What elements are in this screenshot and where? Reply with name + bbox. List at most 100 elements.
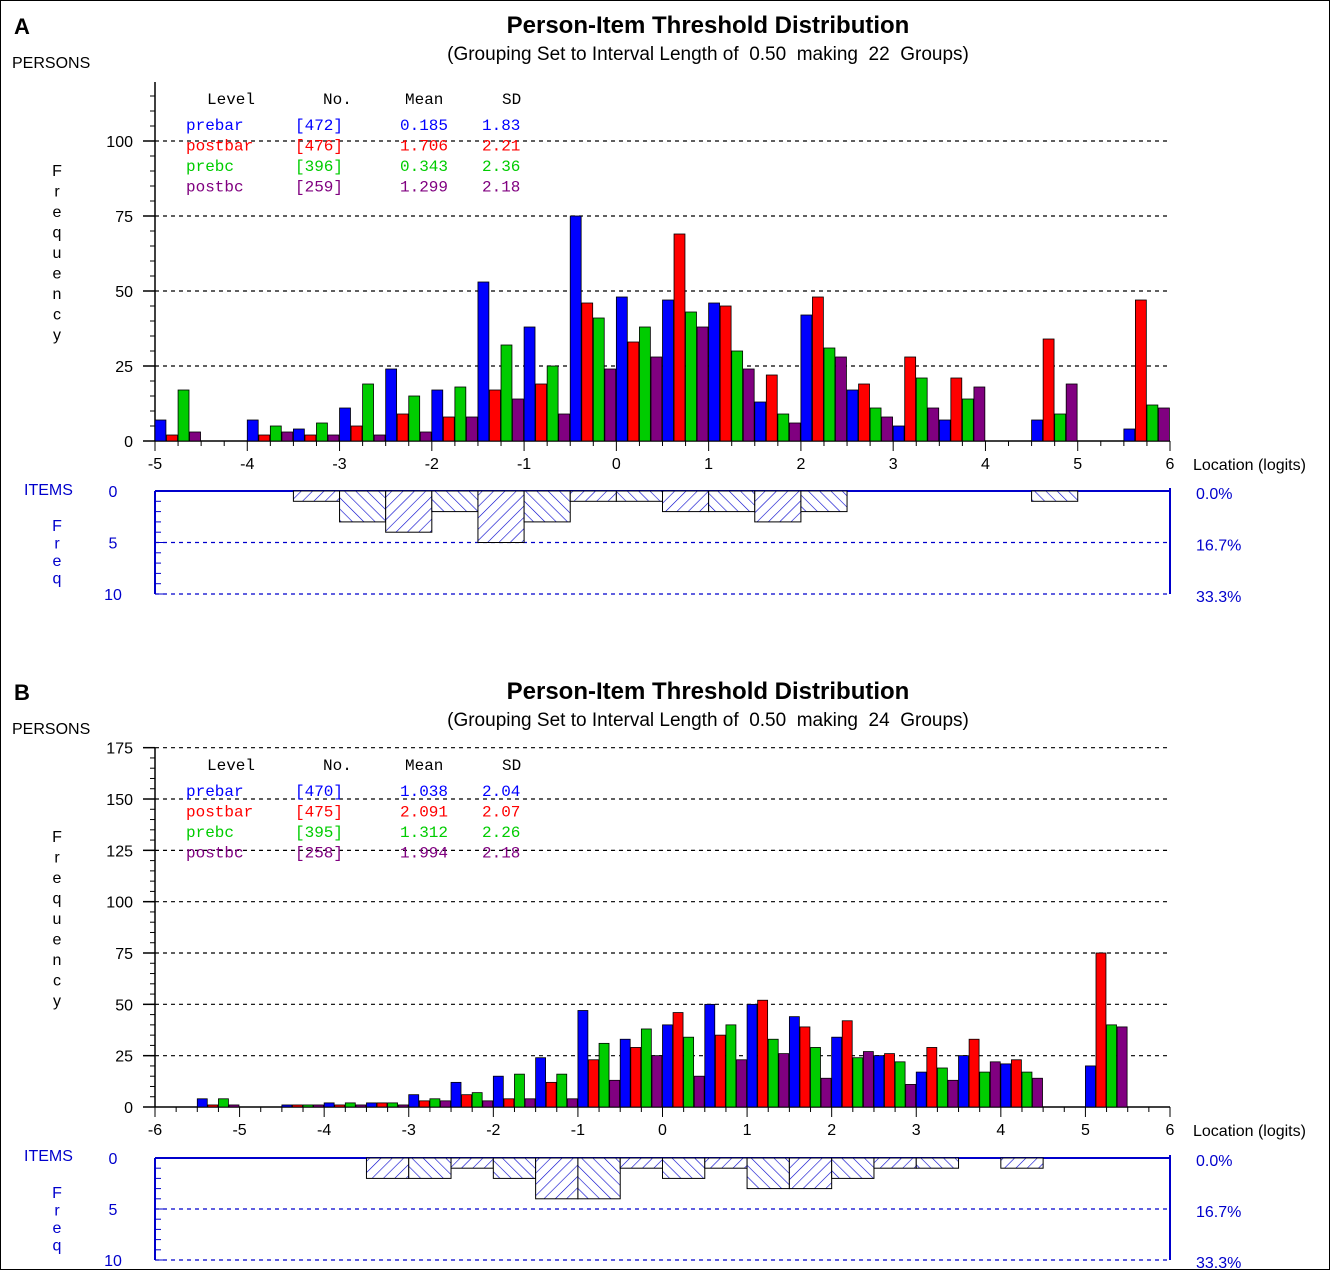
bar-postbc (927, 407, 940, 442)
bar-prebc (767, 1038, 779, 1108)
y-tick-label: 0 (124, 434, 133, 451)
bar-postbc (651, 1055, 663, 1108)
items-bar (408, 1157, 452, 1179)
items-bar (535, 1157, 579, 1200)
legend-series-name: postbar (186, 804, 253, 822)
y-axis-label-letter: y (53, 993, 61, 1010)
x-tick-label: 0 (658, 1122, 667, 1139)
bar-postbc (820, 1077, 832, 1108)
bar-prebc (639, 326, 651, 442)
bar-postbc (696, 326, 709, 442)
bar-postbc (566, 1098, 578, 1108)
bar-postbc (604, 368, 617, 442)
panel-label-a: A (14, 14, 30, 39)
bar-prebc (471, 1092, 483, 1108)
bar-prebc (1054, 413, 1066, 442)
bar-postbar (396, 413, 409, 442)
legend-series-name: prebar (186, 783, 244, 801)
bar-postbc (373, 434, 386, 442)
bar-prebc (1146, 404, 1159, 442)
legend-series-mean: 1.299 (400, 179, 448, 197)
bar-postbar (588, 1059, 599, 1108)
bar-postbc (609, 1079, 621, 1108)
items-bar (569, 490, 617, 502)
items-bar (577, 1157, 621, 1200)
bar-prebc (218, 1098, 229, 1108)
bar-postbar (1042, 338, 1055, 442)
bar-prebc (640, 1028, 652, 1108)
items-percent-label: 0.0% (1196, 486, 1232, 503)
legend-series-mean: 0.185 (400, 117, 448, 135)
x-tick-label: -4 (317, 1122, 331, 1139)
bar-prebar (281, 1104, 293, 1108)
legend-series-sd: 2.36 (482, 158, 520, 176)
bar-postbar (1135, 299, 1147, 442)
chart-a-persons-label: PERSONS (12, 55, 90, 72)
legend-series-count: [258] (295, 845, 343, 863)
chart-b-items-label: ITEMS (24, 1148, 73, 1165)
items-y-label-letter: F (52, 1185, 62, 1202)
y-tick-label: 25 (115, 359, 133, 376)
x-tick-label: -1 (517, 456, 531, 473)
legend-series-count: [259] (295, 179, 343, 197)
legend-series-sd: 2.07 (482, 804, 520, 822)
bar-prebar (323, 1102, 335, 1108)
legend-header-level: Level (207, 757, 255, 775)
y-tick-label: 0 (124, 1100, 133, 1117)
bar-prebar (958, 1055, 969, 1108)
bar-postbar (673, 233, 686, 442)
chart-a-items-label: ITEMS (24, 482, 73, 499)
items-y-label-letter: r (54, 536, 60, 553)
y-axis-label-letter: r (54, 184, 60, 201)
items-y-tick-label: 10 (104, 587, 122, 604)
items-bar (831, 1157, 875, 1179)
x-tick-label: 6 (1166, 1122, 1175, 1139)
bar-prebar (708, 302, 720, 442)
bar-prebc (302, 1104, 314, 1108)
legend-series-sd: 2.21 (482, 138, 520, 156)
bar-prebar (339, 407, 351, 442)
y-tick-label: 100 (106, 134, 133, 151)
items-percent-label: 16.7% (1196, 1204, 1241, 1221)
chart-a-xlabel: Location (logits) (1193, 457, 1306, 474)
x-tick-label: -2 (486, 1122, 500, 1139)
bar-postbc (881, 416, 893, 442)
y-axis-label-letter: y (53, 327, 61, 344)
x-tick-label: 4 (996, 1122, 1005, 1139)
bar-postbc (862, 1051, 874, 1108)
bar-postbar (812, 296, 824, 442)
bar-prebc (556, 1073, 568, 1108)
bar-postbar (418, 1100, 430, 1108)
legend-series-mean: 1.038 (400, 783, 448, 801)
bar-prebc (362, 383, 374, 442)
bar-postbc (512, 398, 524, 442)
bar-prebar (662, 299, 674, 442)
bar-prebar (385, 368, 398, 442)
bar-prebar (892, 425, 905, 442)
legend-series-sd: 2.04 (482, 783, 520, 801)
bar-prebc (852, 1057, 864, 1108)
bar-prebc (387, 1102, 398, 1108)
legend-series-sd: 2.18 (482, 845, 520, 863)
bar-postbar (489, 389, 501, 442)
bar-prebar (754, 401, 767, 442)
items-bar (477, 490, 525, 543)
bar-prebc (514, 1073, 525, 1108)
x-tick-label: -5 (148, 456, 162, 473)
x-tick-label: 0 (612, 456, 621, 473)
bar-postbc (736, 1059, 747, 1108)
legend-series-name: prebc (186, 824, 234, 842)
chart-b-xlabel: Location (logits) (1193, 1123, 1306, 1140)
legend-series-count: [395] (295, 824, 343, 842)
chart-a-subtitle: (Grouping Set to Interval Length of 0.50… (447, 44, 969, 65)
bar-postbar (503, 1098, 515, 1108)
bar-postbar (757, 999, 769, 1108)
legend-series-name: postbc (186, 179, 244, 197)
bar-postbar (292, 1104, 303, 1108)
bar-postbc (905, 1084, 917, 1108)
x-tick-label: 3 (889, 456, 898, 473)
legend-series-count: [475] (295, 804, 343, 822)
legend-series-count: [470] (295, 783, 343, 801)
bar-postbc (778, 1053, 790, 1108)
